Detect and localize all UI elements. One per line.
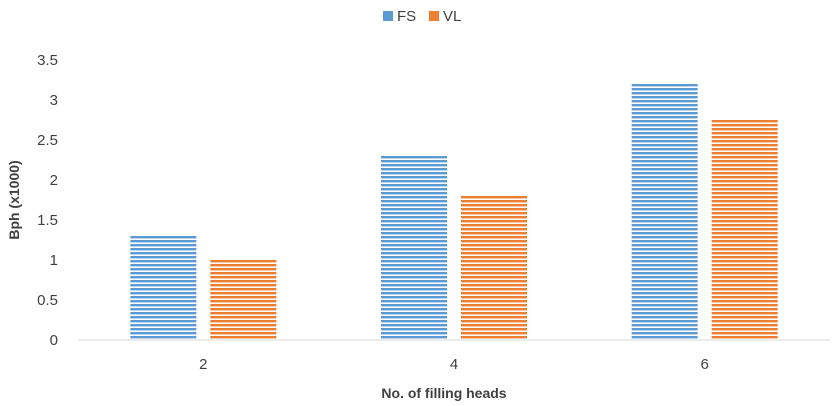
y-tick-label: 0.5 bbox=[37, 292, 58, 309]
x-axis-title: No. of filling heads bbox=[381, 385, 506, 401]
x-axis: 2 4 6 bbox=[199, 356, 709, 373]
legend-label-vl: VL bbox=[443, 8, 461, 25]
bar-vl-4 bbox=[461, 196, 527, 340]
y-tick-label: 0 bbox=[50, 332, 58, 349]
bars bbox=[130, 84, 778, 340]
bar-vl-6 bbox=[711, 120, 778, 340]
y-tick-label: 3.5 bbox=[37, 52, 58, 69]
y-axis-title: Bph (x1000) bbox=[6, 160, 22, 239]
y-tick-label: 1.5 bbox=[37, 212, 58, 229]
legend-swatch-fs bbox=[383, 11, 393, 21]
x-tick-label: 6 bbox=[700, 356, 708, 373]
y-axis: 0 0.5 1 1.5 2 2.5 3 3.5 bbox=[37, 52, 58, 349]
legend-label-fs: FS bbox=[397, 8, 416, 25]
y-tick-label: 1 bbox=[50, 252, 58, 269]
bar-fs-4 bbox=[381, 156, 447, 340]
bar-vl-2 bbox=[210, 260, 277, 340]
x-tick-label: 2 bbox=[199, 356, 207, 373]
legend: FS VL bbox=[383, 8, 461, 25]
x-tick-label: 4 bbox=[450, 356, 458, 373]
bar-fs-2 bbox=[130, 236, 197, 340]
y-tick-label: 2.5 bbox=[37, 132, 58, 149]
legend-swatch-vl bbox=[429, 11, 439, 21]
y-tick-label: 2 bbox=[50, 172, 58, 189]
y-tick-label: 3 bbox=[50, 92, 58, 109]
bar-fs-6 bbox=[631, 84, 698, 340]
